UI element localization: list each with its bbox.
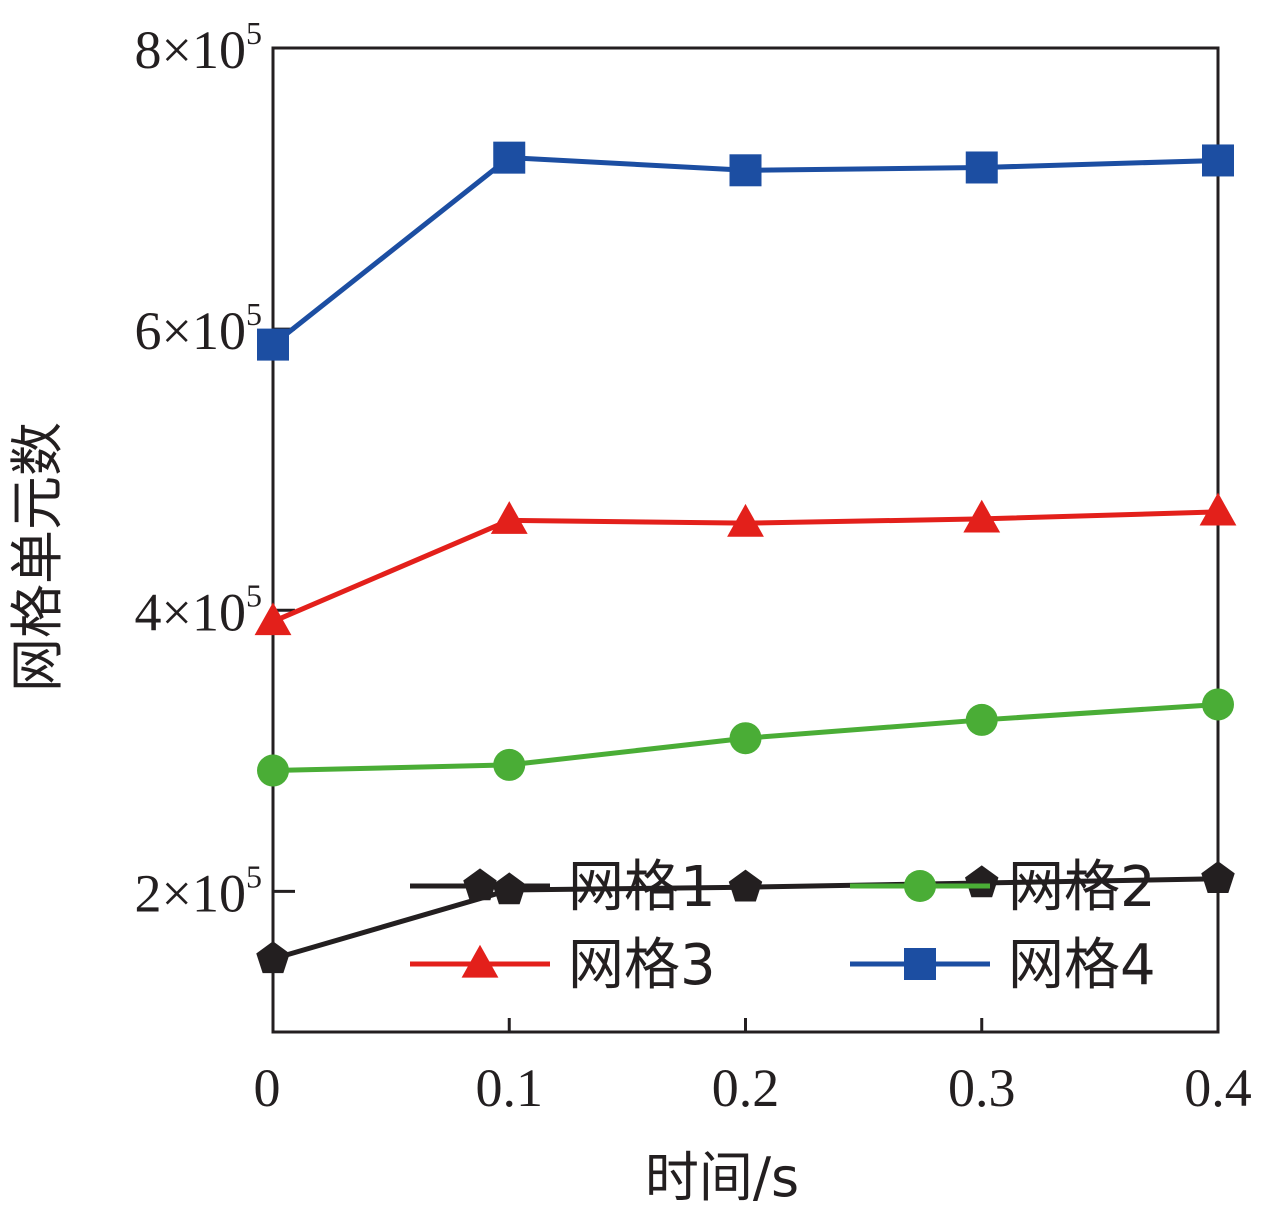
legend-entry: 网格1 bbox=[410, 855, 716, 920]
legend-entry: 网格3 bbox=[410, 933, 716, 998]
data-point bbox=[728, 869, 763, 902]
x-tick-label: 0.4 bbox=[1184, 1058, 1252, 1118]
data-point bbox=[729, 154, 762, 187]
series-group bbox=[254, 141, 1237, 974]
series-line bbox=[257, 141, 1234, 361]
data-point bbox=[965, 865, 999, 898]
data-point bbox=[1201, 861, 1235, 894]
data-point bbox=[1199, 492, 1237, 526]
x-tick-label: 0.3 bbox=[948, 1058, 1016, 1118]
y-tick-label: 2×105 bbox=[135, 858, 262, 923]
data-point bbox=[493, 748, 526, 781]
data-point bbox=[729, 722, 762, 755]
data-point bbox=[493, 141, 526, 174]
data-point bbox=[257, 754, 289, 787]
legend-label: 网格4 bbox=[1008, 933, 1156, 998]
data-point bbox=[254, 602, 292, 636]
series-line bbox=[257, 688, 1234, 787]
data-point bbox=[257, 328, 289, 361]
data-point bbox=[904, 948, 936, 980]
y-tick-label: 8×105 bbox=[135, 15, 262, 80]
y-axis-title: 网格单元数 bbox=[6, 422, 69, 692]
x-axis-title: 时间/s bbox=[645, 1146, 799, 1209]
x-tick-label: 0 bbox=[254, 1058, 281, 1118]
x-tick-label: 0.2 bbox=[712, 1058, 780, 1118]
series-line bbox=[254, 492, 1237, 636]
y-tick-label: 6×105 bbox=[135, 296, 262, 361]
data-point bbox=[904, 870, 936, 902]
x-tick-label: 0.1 bbox=[476, 1058, 544, 1118]
legend: 网格1 网格2 网格3 网格4 bbox=[410, 855, 1156, 998]
legend-entry: 网格4 bbox=[850, 933, 1156, 998]
data-point bbox=[727, 503, 764, 537]
data-point bbox=[461, 944, 499, 978]
legend-label: 网格3 bbox=[568, 933, 716, 998]
data-point bbox=[490, 501, 528, 534]
legend-entry: 网格2 bbox=[850, 855, 1156, 920]
axes: 0 0.1 0.2 0.3 0.4 2×105 4×105 6×105 8×105 bbox=[135, 15, 1252, 1118]
legend-label: 网格1 bbox=[568, 855, 716, 920]
y-tick-label: 4×105 bbox=[135, 577, 262, 642]
legend-label: 网格2 bbox=[1008, 855, 1156, 920]
data-point bbox=[963, 499, 1001, 533]
data-point bbox=[1202, 688, 1234, 721]
data-point bbox=[256, 941, 290, 974]
data-point bbox=[1202, 144, 1234, 177]
data-point bbox=[463, 868, 497, 901]
data-point bbox=[965, 151, 998, 184]
data-point bbox=[965, 703, 998, 736]
